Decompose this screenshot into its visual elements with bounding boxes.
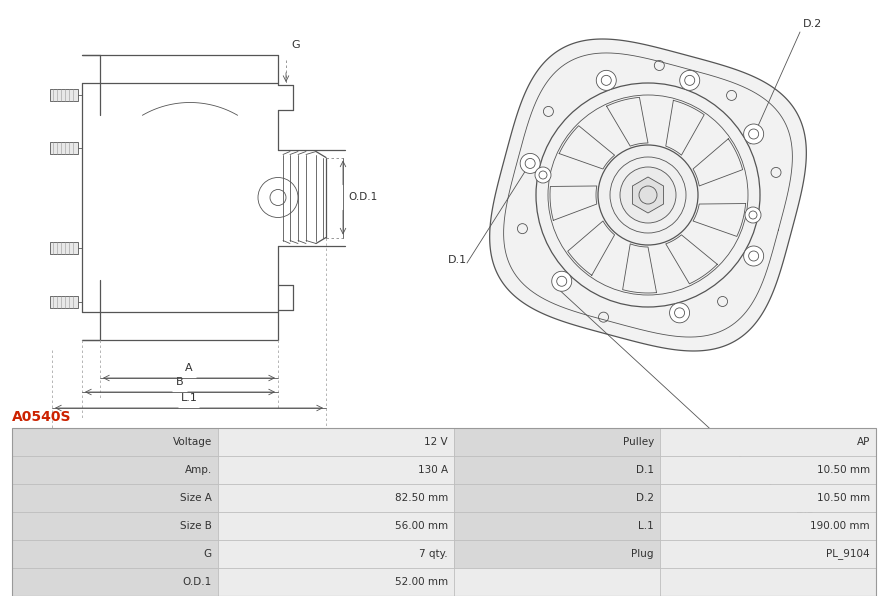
Bar xyxy=(50,89,78,101)
Text: 10.50 mm: 10.50 mm xyxy=(817,493,870,503)
Polygon shape xyxy=(632,177,663,213)
Text: 7 qty.: 7 qty. xyxy=(420,549,448,559)
Bar xyxy=(12,568,218,596)
Circle shape xyxy=(680,70,700,91)
Bar xyxy=(660,484,876,512)
Text: D.2: D.2 xyxy=(803,19,822,29)
Text: O.D.1: O.D.1 xyxy=(183,577,212,587)
Bar xyxy=(50,296,78,308)
Circle shape xyxy=(744,246,764,266)
Bar xyxy=(660,512,876,540)
Text: 52.00 mm: 52.00 mm xyxy=(395,577,448,587)
Text: PL_9104: PL_9104 xyxy=(827,548,870,560)
Bar xyxy=(218,456,454,484)
Bar xyxy=(660,456,876,484)
Bar xyxy=(218,512,454,540)
Text: 82.50 mm: 82.50 mm xyxy=(395,493,448,503)
Bar xyxy=(454,456,660,484)
Text: A0540S: A0540S xyxy=(12,410,71,424)
Bar xyxy=(12,484,218,512)
Text: 190.00 mm: 190.00 mm xyxy=(811,521,870,531)
Text: Size A: Size A xyxy=(180,493,212,503)
Bar xyxy=(454,512,660,540)
Circle shape xyxy=(669,303,690,323)
Bar xyxy=(454,540,660,568)
Bar xyxy=(12,428,218,456)
Bar xyxy=(454,428,660,456)
Bar xyxy=(50,142,78,154)
Circle shape xyxy=(520,153,541,173)
Text: D.2: D.2 xyxy=(636,493,654,503)
Bar xyxy=(218,540,454,568)
Circle shape xyxy=(535,167,551,183)
Bar xyxy=(218,484,454,512)
Polygon shape xyxy=(490,39,806,351)
Bar xyxy=(50,242,78,254)
Bar xyxy=(660,428,876,456)
Text: L.1: L.1 xyxy=(638,521,654,531)
Bar xyxy=(218,568,454,596)
Text: Pulley: Pulley xyxy=(623,437,654,447)
Bar xyxy=(12,428,876,596)
Text: Size B: Size B xyxy=(180,521,212,531)
Text: D.3: D.3 xyxy=(796,505,815,515)
Text: Plug: Plug xyxy=(631,549,654,559)
Text: G: G xyxy=(204,549,212,559)
Bar xyxy=(12,540,218,568)
Text: D.1: D.1 xyxy=(448,255,467,265)
Text: L.1: L.1 xyxy=(180,393,197,403)
Bar xyxy=(218,428,454,456)
Text: 10.50 mm: 10.50 mm xyxy=(817,465,870,475)
Text: B: B xyxy=(176,377,184,387)
Bar xyxy=(454,484,660,512)
Text: O.D.1: O.D.1 xyxy=(348,193,377,203)
Circle shape xyxy=(744,124,764,144)
Text: D.1: D.1 xyxy=(636,465,654,475)
Circle shape xyxy=(745,207,761,223)
Text: 12 V: 12 V xyxy=(424,437,448,447)
Text: G: G xyxy=(291,40,300,50)
Bar xyxy=(660,568,876,596)
Circle shape xyxy=(620,167,676,223)
Circle shape xyxy=(552,271,572,291)
Text: 130 A: 130 A xyxy=(418,465,448,475)
Bar xyxy=(660,540,876,568)
Bar xyxy=(12,512,218,540)
Circle shape xyxy=(597,70,616,91)
Text: A: A xyxy=(185,363,193,373)
Text: Amp.: Amp. xyxy=(185,465,212,475)
Text: AP: AP xyxy=(857,437,870,447)
Text: 56.00 mm: 56.00 mm xyxy=(395,521,448,531)
Bar xyxy=(454,568,660,596)
Circle shape xyxy=(598,145,698,245)
Bar xyxy=(12,456,218,484)
Text: Voltage: Voltage xyxy=(172,437,212,447)
